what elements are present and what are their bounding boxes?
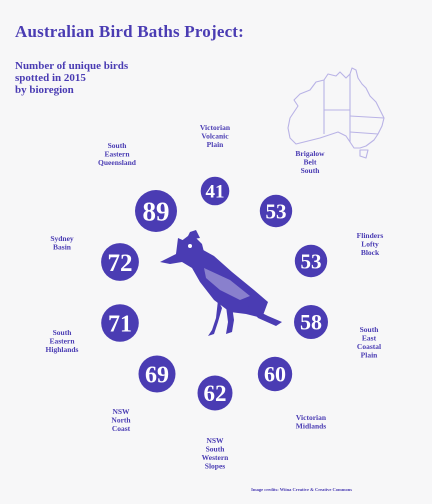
data-label: 53 bbox=[266, 199, 287, 223]
region-label: Victorian Midlands bbox=[296, 413, 327, 431]
data-label: 62 bbox=[204, 381, 227, 406]
image-credit: Image credits: Wiina Creative & Creative… bbox=[251, 487, 352, 492]
subtitle-line: spotted in 2015 bbox=[15, 72, 86, 84]
chart-title: Australian Bird Baths Project: bbox=[15, 22, 245, 41]
data-label: 41 bbox=[206, 182, 225, 203]
region-label: Brigalow Belt South bbox=[295, 149, 325, 175]
chart-subtitle: Number of unique birds spotted in 2015 b… bbox=[15, 60, 165, 96]
data-label: 53 bbox=[301, 249, 322, 273]
data-bubble bbox=[294, 305, 328, 339]
data-label: 60 bbox=[264, 362, 286, 387]
data-bubble bbox=[257, 356, 293, 392]
subtitle-line: by bioregion bbox=[15, 84, 74, 96]
region-label: NSW North Coast bbox=[111, 407, 131, 433]
region-label: Victorian Volcanic Plain bbox=[200, 123, 231, 149]
region-label: South East Coastal Plain bbox=[357, 325, 381, 360]
data-label: 69 bbox=[145, 362, 169, 388]
region-label: South Eastern Highlands bbox=[46, 328, 79, 354]
region-label: Sydney Basin bbox=[50, 234, 74, 252]
data-bubble bbox=[197, 375, 233, 411]
region-label: Flinders Lofty Block bbox=[357, 231, 384, 257]
data-bubble bbox=[135, 190, 177, 232]
subtitle-line: Number of unique birds bbox=[15, 60, 129, 72]
data-label: 72 bbox=[108, 250, 133, 277]
data-bubble bbox=[101, 304, 139, 342]
data-label: 58 bbox=[300, 310, 322, 335]
data-label: 71 bbox=[108, 311, 132, 337]
data-bubble bbox=[200, 176, 230, 206]
region-label: South Eastern Queensland bbox=[98, 141, 137, 167]
data-bubble bbox=[101, 243, 139, 281]
australia-map-icon bbox=[287, 67, 385, 159]
data-bubble bbox=[138, 355, 176, 393]
data-label: 89 bbox=[143, 196, 170, 226]
region-label: NSW South Western Slopes bbox=[202, 436, 229, 471]
data-bubble bbox=[294, 244, 328, 278]
data-bubble bbox=[259, 194, 293, 228]
bird-icon bbox=[160, 230, 282, 336]
